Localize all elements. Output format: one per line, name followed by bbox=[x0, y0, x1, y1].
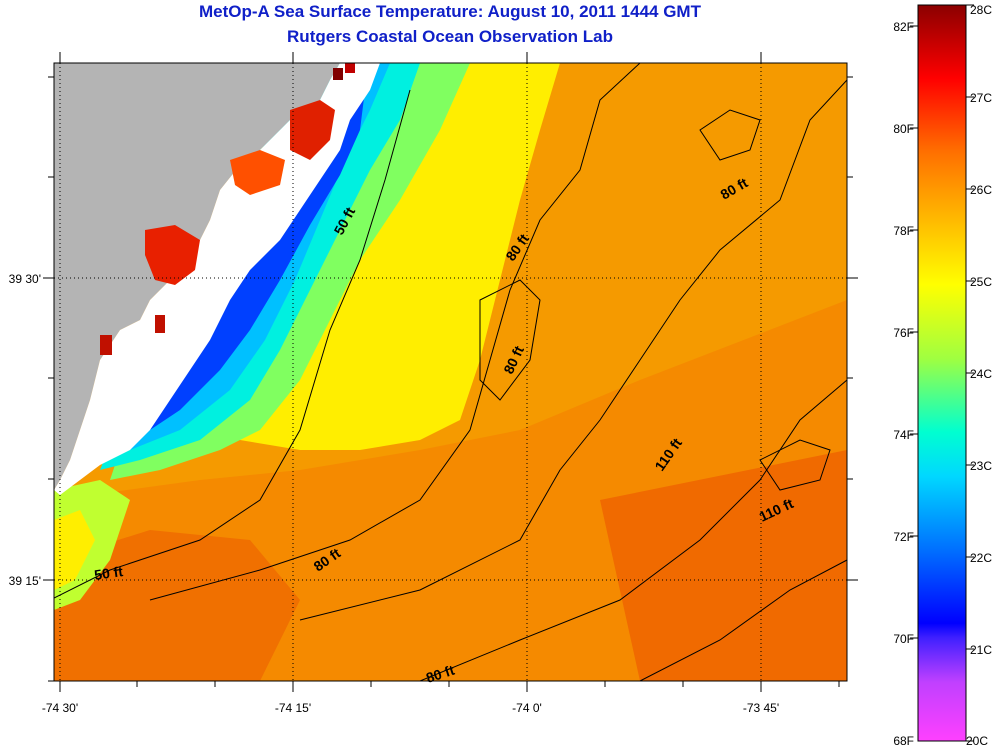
lon-tick-label: -74 0' bbox=[512, 701, 542, 715]
lat-tick-label: 39 15' bbox=[9, 574, 41, 588]
lat-tick-label: 39 30' bbox=[9, 272, 41, 286]
colorbar-c-label: 26C bbox=[970, 183, 992, 197]
colorbar-f-label: 74F bbox=[893, 428, 914, 442]
colorbar-f-label: 72F bbox=[893, 530, 914, 544]
map-subtitle: Rutgers Coastal Ocean Observation Lab bbox=[287, 27, 613, 46]
colorbar-f-label: 70F bbox=[893, 632, 914, 646]
colorbar-c-label: 23C bbox=[970, 459, 992, 473]
map-title: MetOp-A Sea Surface Temperature: August … bbox=[199, 2, 701, 21]
lon-tick-label: -73 45' bbox=[743, 701, 779, 715]
bathymetry-contours bbox=[54, 63, 847, 681]
contour-label: 50 ft bbox=[93, 563, 124, 583]
colorbar: 82F 80F 78F 76F 74F 72F 70F 68F 28C 27C … bbox=[893, 3, 992, 748]
colorbar-c-label: 28C bbox=[970, 3, 992, 17]
graticule bbox=[54, 63, 847, 681]
colorbar-f-label: 78F bbox=[893, 224, 914, 238]
tick-marks bbox=[43, 52, 858, 692]
colorbar-c-label: 20C bbox=[966, 734, 988, 748]
colorbar-c-label: 27C bbox=[970, 91, 992, 105]
sst-field bbox=[54, 63, 847, 681]
colorbar-c-label: 22C bbox=[970, 551, 992, 565]
colorbar-f-label: 76F bbox=[893, 326, 914, 340]
colorbar-f-label: 68F bbox=[893, 734, 914, 748]
lon-tick-label: -74 30' bbox=[42, 701, 78, 715]
plot-frame bbox=[53, 62, 848, 682]
colorbar-c-label: 25C bbox=[970, 275, 992, 289]
colorbar-f-label: 80F bbox=[893, 122, 914, 136]
colorbar-c-label: 21C bbox=[970, 643, 992, 657]
colorbar-c-label: 24C bbox=[970, 367, 992, 381]
colorbar-f-label: 82F bbox=[893, 20, 914, 34]
lon-tick-label: -74 15' bbox=[275, 701, 311, 715]
